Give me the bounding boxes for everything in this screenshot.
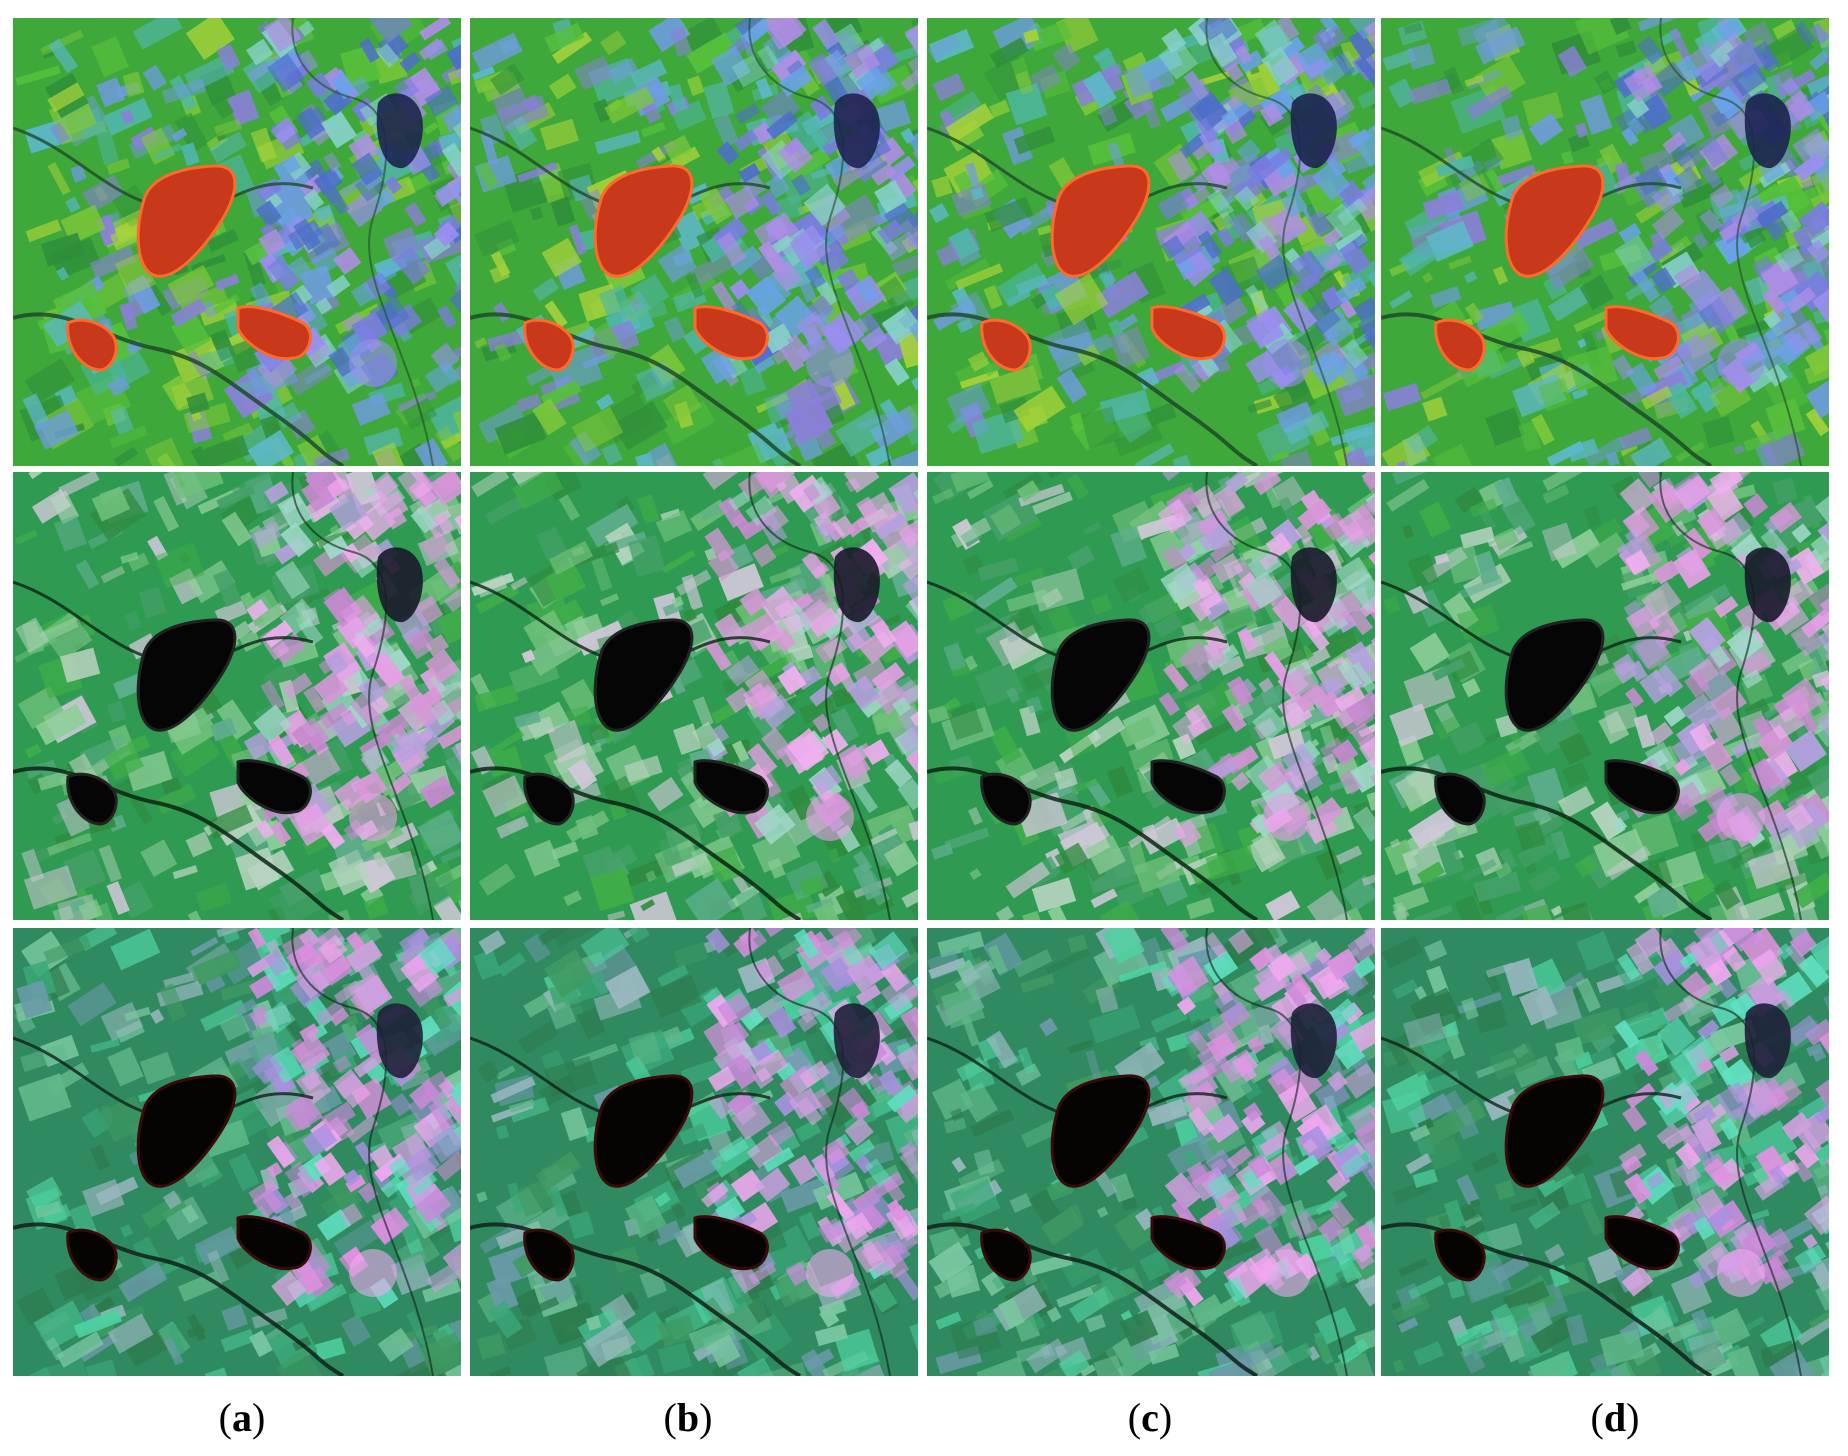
satellite-panel-r2-c4 — [1381, 472, 1829, 920]
satellite-image — [1381, 18, 1829, 466]
caption-b: (b) — [663, 1395, 713, 1440]
satellite-panel-r2-c1 — [13, 472, 461, 920]
satellite-panel-r3-c2 — [470, 928, 918, 1376]
satellite-panel-r1-c1 — [13, 18, 461, 466]
satellite-image — [927, 472, 1375, 920]
caption-a: (a) — [218, 1395, 266, 1440]
satellite-panel-r1-c4 — [1381, 18, 1829, 466]
satellite-image — [1381, 928, 1829, 1376]
satellite-image — [1381, 472, 1829, 920]
satellite-panel-r2-c3 — [927, 472, 1375, 920]
satellite-panel-r3-c3 — [927, 928, 1375, 1376]
caption-c: (c) — [1127, 1395, 1173, 1440]
caption-d: (d) — [1590, 1395, 1640, 1440]
satellite-panel-r1-c3 — [927, 18, 1375, 466]
satellite-panel-r1-c2 — [470, 18, 918, 466]
satellite-panel-r3-c4 — [1381, 928, 1829, 1376]
satellite-image — [927, 18, 1375, 466]
satellite-image — [470, 928, 918, 1376]
satellite-image — [13, 928, 461, 1376]
satellite-image — [470, 472, 918, 920]
satellite-panel-r3-c1 — [13, 928, 461, 1376]
satellite-image — [927, 928, 1375, 1376]
satellite-panel-r2-c2 — [470, 472, 918, 920]
satellite-image — [13, 18, 461, 466]
satellite-image — [13, 472, 461, 920]
satellite-image — [470, 18, 918, 466]
